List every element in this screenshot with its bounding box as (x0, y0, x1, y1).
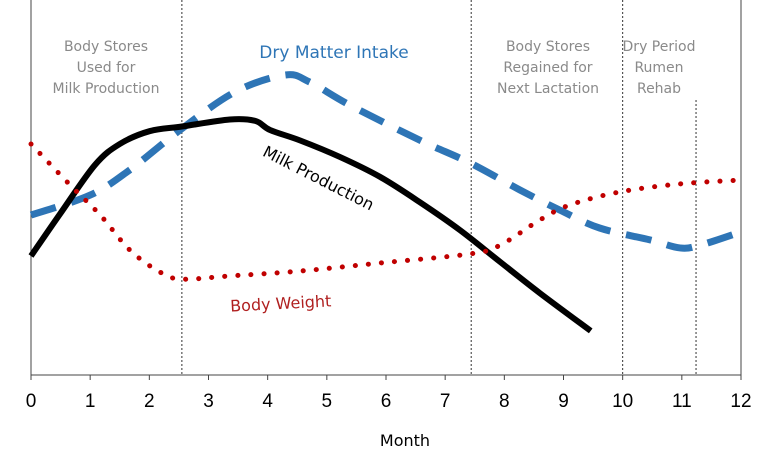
x-tick-label: 5 (322, 391, 333, 412)
x-tick-label: 0 (26, 391, 37, 412)
region-label-line: Rehab (637, 81, 681, 97)
region-label-line: Regained for (503, 60, 592, 76)
series-lines (28, 71, 744, 334)
series-line-milk-production (28, 116, 593, 334)
x-tick-label: 12 (730, 391, 751, 412)
region-label-line: Milk Production (53, 81, 160, 97)
x-tick-label: 1 (85, 391, 96, 412)
region-label-line: Body Stores (506, 39, 590, 55)
region-label-line: Body Stores (64, 39, 148, 55)
series-line-body-weight (28, 141, 744, 282)
x-tick-label: 3 (203, 391, 214, 412)
region-label-line: Dry Period (623, 39, 696, 55)
x-tick-label: 11 (672, 391, 692, 412)
region-label-line: Next Lactation (497, 81, 599, 97)
x-tick-label: 7 (440, 391, 451, 412)
series-label-body-weight: Body Weight (230, 291, 332, 315)
region-dividers (181, 0, 697, 375)
axes: 0 1 2 3 4 5 6 7 8 9 10 11 12 (26, 0, 752, 412)
series-label-milk-production: Milk Production (260, 142, 377, 214)
x-tick-label: 4 (262, 391, 273, 412)
series-line-dry-matter-intake (29, 71, 743, 252)
series-label-dry-matter-intake: Dry Matter Intake (259, 43, 408, 63)
x-tick-label: 9 (558, 391, 569, 412)
x-tick-label: 8 (499, 391, 510, 412)
x-axis-label: Month (380, 431, 430, 450)
region-label-line: Rumen (634, 60, 683, 76)
x-tick-label: 6 (381, 391, 392, 412)
region-label-line: Used for (77, 60, 136, 76)
region-labels: Body Stores Used for Milk Production Body S… (53, 39, 696, 97)
x-tick-label: 2 (144, 391, 155, 412)
x-tick-label: 10 (612, 391, 633, 412)
